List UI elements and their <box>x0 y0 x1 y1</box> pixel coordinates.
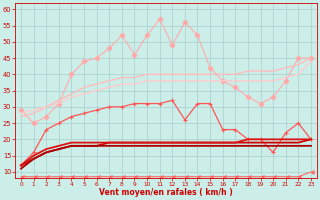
X-axis label: Vent moyen/en rafales ( km/h ): Vent moyen/en rafales ( km/h ) <box>99 188 233 197</box>
